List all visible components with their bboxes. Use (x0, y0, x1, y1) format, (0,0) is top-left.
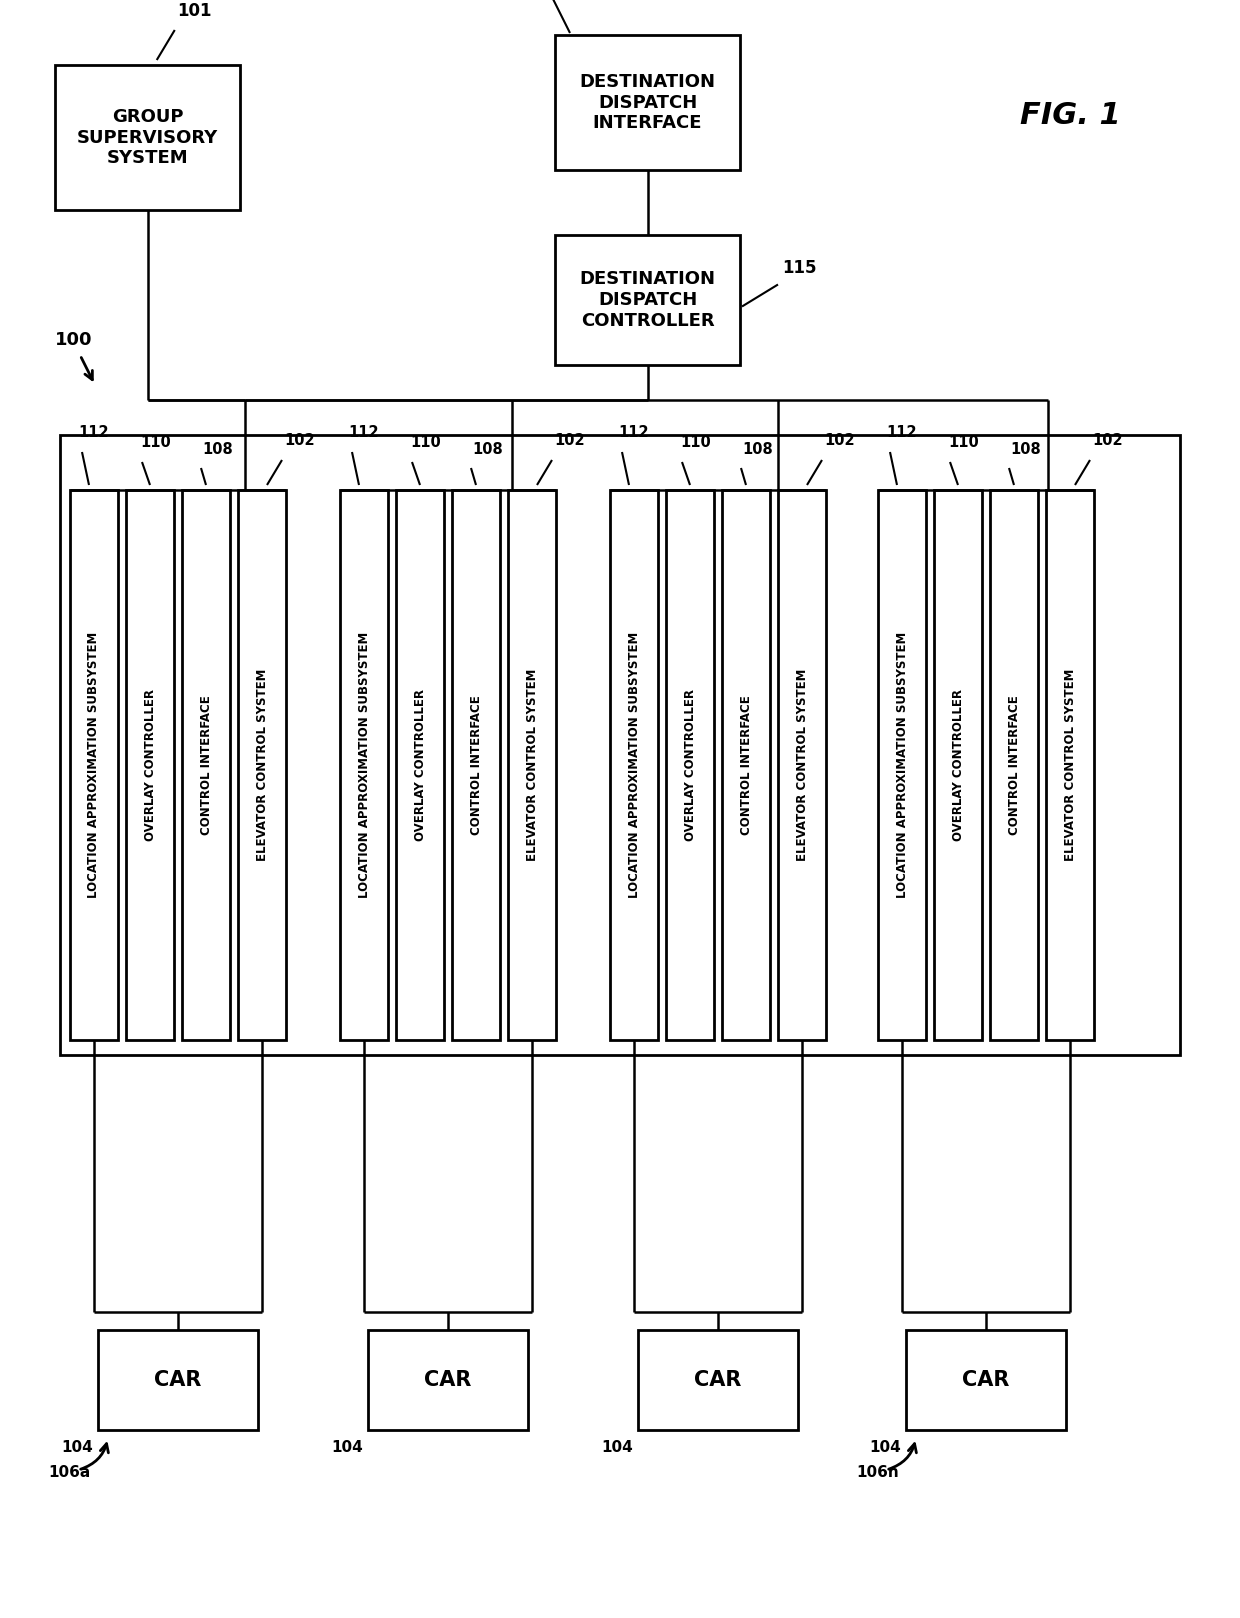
Text: 100: 100 (55, 332, 93, 349)
Text: 108: 108 (472, 442, 502, 456)
Text: GROUP
SUPERVISORY
SYSTEM: GROUP SUPERVISORY SYSTEM (77, 108, 218, 167)
Bar (60, 435, 1180, 1055)
Bar (1047, 490, 1094, 1040)
Bar (396, 490, 444, 1040)
Bar (722, 490, 770, 1040)
Text: CONTROL INTERFACE: CONTROL INTERFACE (470, 696, 482, 835)
Bar (55, 65, 241, 210)
Text: 104: 104 (601, 1440, 632, 1455)
Text: 110: 110 (410, 435, 440, 450)
Text: CONTROL INTERFACE: CONTROL INTERFACE (739, 696, 753, 835)
Bar (906, 1330, 1066, 1430)
Text: 101: 101 (177, 2, 211, 19)
Text: CAR: CAR (154, 1370, 202, 1390)
Text: CAR: CAR (694, 1370, 742, 1390)
Text: OVERLAY CONTROLLER: OVERLAY CONTROLLER (144, 689, 156, 841)
Text: LOCATION APPROXIMATION SUBSYSTEM: LOCATION APPROXIMATION SUBSYSTEM (895, 633, 909, 898)
Bar (556, 36, 740, 170)
Text: OVERLAY CONTROLLER: OVERLAY CONTROLLER (951, 689, 965, 841)
Text: 102: 102 (1092, 434, 1122, 448)
Bar (666, 490, 714, 1040)
Text: CAR: CAR (424, 1370, 471, 1390)
Bar (878, 490, 926, 1040)
Text: 102: 102 (284, 434, 315, 448)
Text: 112: 112 (348, 426, 378, 440)
Text: FIG. 1: FIG. 1 (1021, 100, 1121, 129)
Bar (98, 1330, 258, 1430)
Text: 110: 110 (140, 435, 171, 450)
Text: 106n: 106n (856, 1464, 899, 1480)
Text: 112: 112 (78, 426, 109, 440)
Text: 110: 110 (680, 435, 711, 450)
Text: DESTINATION
DISPATCH
CONTROLLER: DESTINATION DISPATCH CONTROLLER (579, 270, 715, 330)
Text: OVERLAY CONTROLLER: OVERLAY CONTROLLER (413, 689, 427, 841)
Bar (368, 1330, 528, 1430)
Bar (639, 1330, 799, 1430)
Bar (182, 490, 229, 1040)
Text: ELEVATOR CONTROL SYSTEM: ELEVATOR CONTROL SYSTEM (796, 668, 808, 861)
Text: CONTROL INTERFACE: CONTROL INTERFACE (1007, 696, 1021, 835)
Text: LOCATION APPROXIMATION SUBSYSTEM: LOCATION APPROXIMATION SUBSYSTEM (88, 633, 100, 898)
Bar (69, 490, 118, 1040)
Bar (934, 490, 982, 1040)
Text: CONTROL INTERFACE: CONTROL INTERFACE (200, 696, 212, 835)
Bar (453, 490, 500, 1040)
Text: ELEVATOR CONTROL SYSTEM: ELEVATOR CONTROL SYSTEM (1064, 668, 1076, 861)
Text: 112: 112 (618, 426, 649, 440)
Text: 104: 104 (869, 1440, 901, 1455)
Text: 104: 104 (61, 1440, 93, 1455)
Bar (777, 490, 826, 1040)
Bar (340, 490, 388, 1040)
Text: 108: 108 (202, 442, 233, 456)
Text: ELEVATOR CONTROL SYSTEM: ELEVATOR CONTROL SYSTEM (255, 668, 269, 861)
Text: ELEVATOR CONTROL SYSTEM: ELEVATOR CONTROL SYSTEM (526, 668, 538, 861)
Bar (508, 490, 556, 1040)
Text: OVERLAY CONTROLLER: OVERLAY CONTROLLER (683, 689, 697, 841)
Text: 108: 108 (742, 442, 773, 456)
Text: CAR: CAR (962, 1370, 1009, 1390)
Text: 104: 104 (331, 1440, 363, 1455)
Text: DESTINATION
DISPATCH
INTERFACE: DESTINATION DISPATCH INTERFACE (579, 73, 715, 133)
Text: 102: 102 (554, 434, 584, 448)
Text: 102: 102 (825, 434, 854, 448)
Text: LOCATION APPROXIMATION SUBSYSTEM: LOCATION APPROXIMATION SUBSYSTEM (357, 633, 371, 898)
Text: 110: 110 (949, 435, 978, 450)
Text: LOCATION APPROXIMATION SUBSYSTEM: LOCATION APPROXIMATION SUBSYSTEM (627, 633, 641, 898)
Bar (610, 490, 658, 1040)
Text: 106a: 106a (48, 1464, 91, 1480)
Text: 108: 108 (1011, 442, 1040, 456)
Bar (556, 235, 740, 366)
Bar (990, 490, 1038, 1040)
Text: 115: 115 (782, 259, 816, 277)
Bar (126, 490, 174, 1040)
Text: 112: 112 (887, 426, 916, 440)
Bar (238, 490, 286, 1040)
